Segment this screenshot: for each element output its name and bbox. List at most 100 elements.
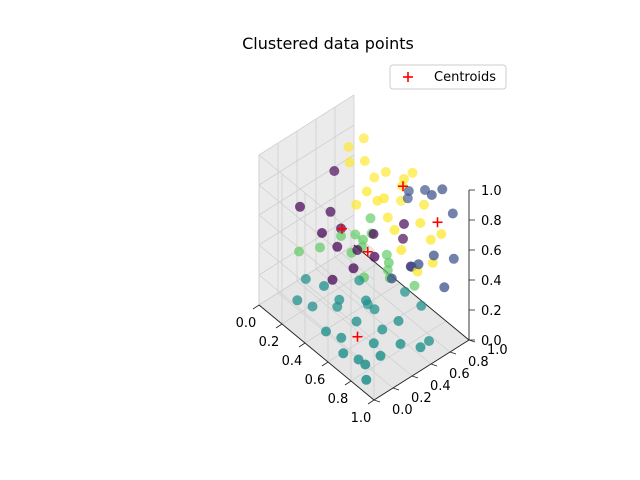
data-point-cluster-3-0 <box>294 246 304 257</box>
centroid-marker-4 <box>398 181 408 192</box>
x-tick-mark-2 <box>298 342 306 348</box>
data-point-cluster-4-16 <box>369 172 380 183</box>
data-point-cluster-4-1 <box>358 133 369 144</box>
y-tick-label-3: 0.6 <box>449 367 470 382</box>
gridline-z-ywall-5 <box>258 94 355 156</box>
data-point-cluster-2-0 <box>292 295 303 306</box>
data-point-cluster-3-2 <box>336 231 346 241</box>
x-tick-label-5: 1.0 <box>351 411 372 426</box>
gridline-x-floor-2 <box>304 282 401 344</box>
data-point-cluster-1-5 <box>447 208 458 219</box>
data-point-cluster-4-18 <box>379 193 389 204</box>
data-point-cluster-2-2 <box>319 281 329 291</box>
data-point-cluster-1-0 <box>402 193 413 204</box>
data-point-cluster-2-9 <box>368 338 379 349</box>
data-point-cluster-2-17 <box>424 336 434 346</box>
data-point-cluster-4-0 <box>343 142 354 152</box>
gridline-z-xwall-3 <box>258 214 375 311</box>
data-point-cluster-4-2 <box>359 156 370 166</box>
data-point-cluster-4-8 <box>436 229 447 239</box>
data-point-cluster-2-5 <box>336 332 347 343</box>
gridline-z-ywall-4 <box>258 124 355 186</box>
data-point-cluster-2-12 <box>361 295 371 306</box>
gridline-y-floor-2 <box>296 280 413 377</box>
data-point-cluster-2-11 <box>375 350 386 361</box>
data-point-cluster-1-10 <box>439 282 450 293</box>
gridline-z-xwall-1 <box>258 274 375 371</box>
data-point-cluster-0-12 <box>398 233 408 244</box>
data-point-cluster-2-24 <box>354 275 365 286</box>
data-point-cluster-1-6 <box>448 253 459 264</box>
data-point-cluster-0-10 <box>399 219 409 229</box>
x-tick-mark-5 <box>367 399 375 405</box>
legend-box <box>389 64 507 90</box>
data-point-cluster-3-7 <box>350 229 361 240</box>
data-point-cluster-3-1 <box>315 242 325 253</box>
data-point-cluster-2-14 <box>393 316 404 326</box>
data-point-cluster-3-13 <box>409 280 420 291</box>
x-tick-mark-3 <box>321 361 329 367</box>
y-tick-label-0: 0.0 <box>392 403 413 418</box>
data-point-cluster-2-22 <box>369 304 380 315</box>
data-point-cluster-2-10 <box>360 359 371 370</box>
data-point-cluster-4-5 <box>407 167 418 178</box>
data-points <box>292 133 459 385</box>
data-point-cluster-0-5 <box>352 245 363 255</box>
data-point-cluster-0-7 <box>327 274 338 285</box>
gridline-x-floor-4 <box>350 320 447 382</box>
pane-yz <box>259 95 354 305</box>
data-point-cluster-4-9 <box>399 174 409 184</box>
legend-centroid-marker <box>403 72 413 82</box>
data-point-cluster-1-3 <box>426 190 437 200</box>
pane-xy <box>259 245 469 400</box>
y-tick-mark-0 <box>373 399 381 403</box>
y-tick-mark-2 <box>411 375 419 379</box>
gridline-y-floor-3 <box>315 268 432 365</box>
data-point-cluster-3-5 <box>358 234 368 245</box>
data-point-cluster-4-19 <box>389 225 400 235</box>
z-tick-label-5: 1.0 <box>481 184 502 199</box>
data-point-cluster-2-3 <box>334 294 345 305</box>
centroid-marker-1 <box>432 217 443 228</box>
data-point-cluster-3-9 <box>383 257 394 268</box>
data-point-cluster-2-6 <box>351 316 362 327</box>
data-point-cluster-2-7 <box>338 348 349 359</box>
data-point-cluster-4-14 <box>427 257 438 268</box>
data-point-cluster-2-19 <box>400 286 410 297</box>
x-tick-label-1: 0.2 <box>259 335 280 350</box>
data-point-cluster-4-20 <box>396 245 407 255</box>
y-tick-label-1: 0.2 <box>411 391 432 406</box>
data-point-cluster-2-23 <box>361 374 372 385</box>
data-point-cluster-1-1 <box>403 186 414 196</box>
x-tick-label-2: 0.4 <box>282 354 303 369</box>
data-point-cluster-3-12 <box>381 249 392 260</box>
y-tick-mark-1 <box>392 387 400 391</box>
axes-grid <box>258 94 470 401</box>
data-point-cluster-4-22 <box>344 157 355 168</box>
chart-title: Clustered data points <box>242 34 414 53</box>
data-point-cluster-2-16 <box>415 342 426 353</box>
data-point-cluster-2-13 <box>377 324 388 335</box>
data-point-cluster-1-8 <box>413 259 424 270</box>
data-point-cluster-2-4 <box>321 326 331 337</box>
x-tick-mark-1 <box>275 323 283 329</box>
y-tick-mark-3 <box>430 363 438 367</box>
z-tick-label-4: 0.8 <box>481 214 502 229</box>
data-point-cluster-0-2 <box>325 206 336 217</box>
data-point-cluster-0-4 <box>332 241 343 252</box>
y-tick-mark-4 <box>449 351 457 355</box>
z-tick-label-3: 0.6 <box>481 244 502 259</box>
gridline-z-ywall-2 <box>258 184 355 246</box>
y-tick-label-2: 0.4 <box>430 379 451 394</box>
data-point-cluster-2-15 <box>395 339 406 349</box>
data-point-cluster-0-3 <box>317 228 327 238</box>
data-point-cluster-2-20 <box>300 274 311 284</box>
z-tick-label-2: 0.4 <box>481 274 502 289</box>
legend: Centroids <box>389 64 507 90</box>
y-tick-label-4: 0.8 <box>468 355 489 370</box>
data-point-cluster-1-7 <box>428 250 439 261</box>
y-tick-label-5: 1.0 <box>487 343 508 358</box>
data-point-cluster-0-6 <box>348 263 359 274</box>
x-tick-mark-4 <box>344 380 352 386</box>
